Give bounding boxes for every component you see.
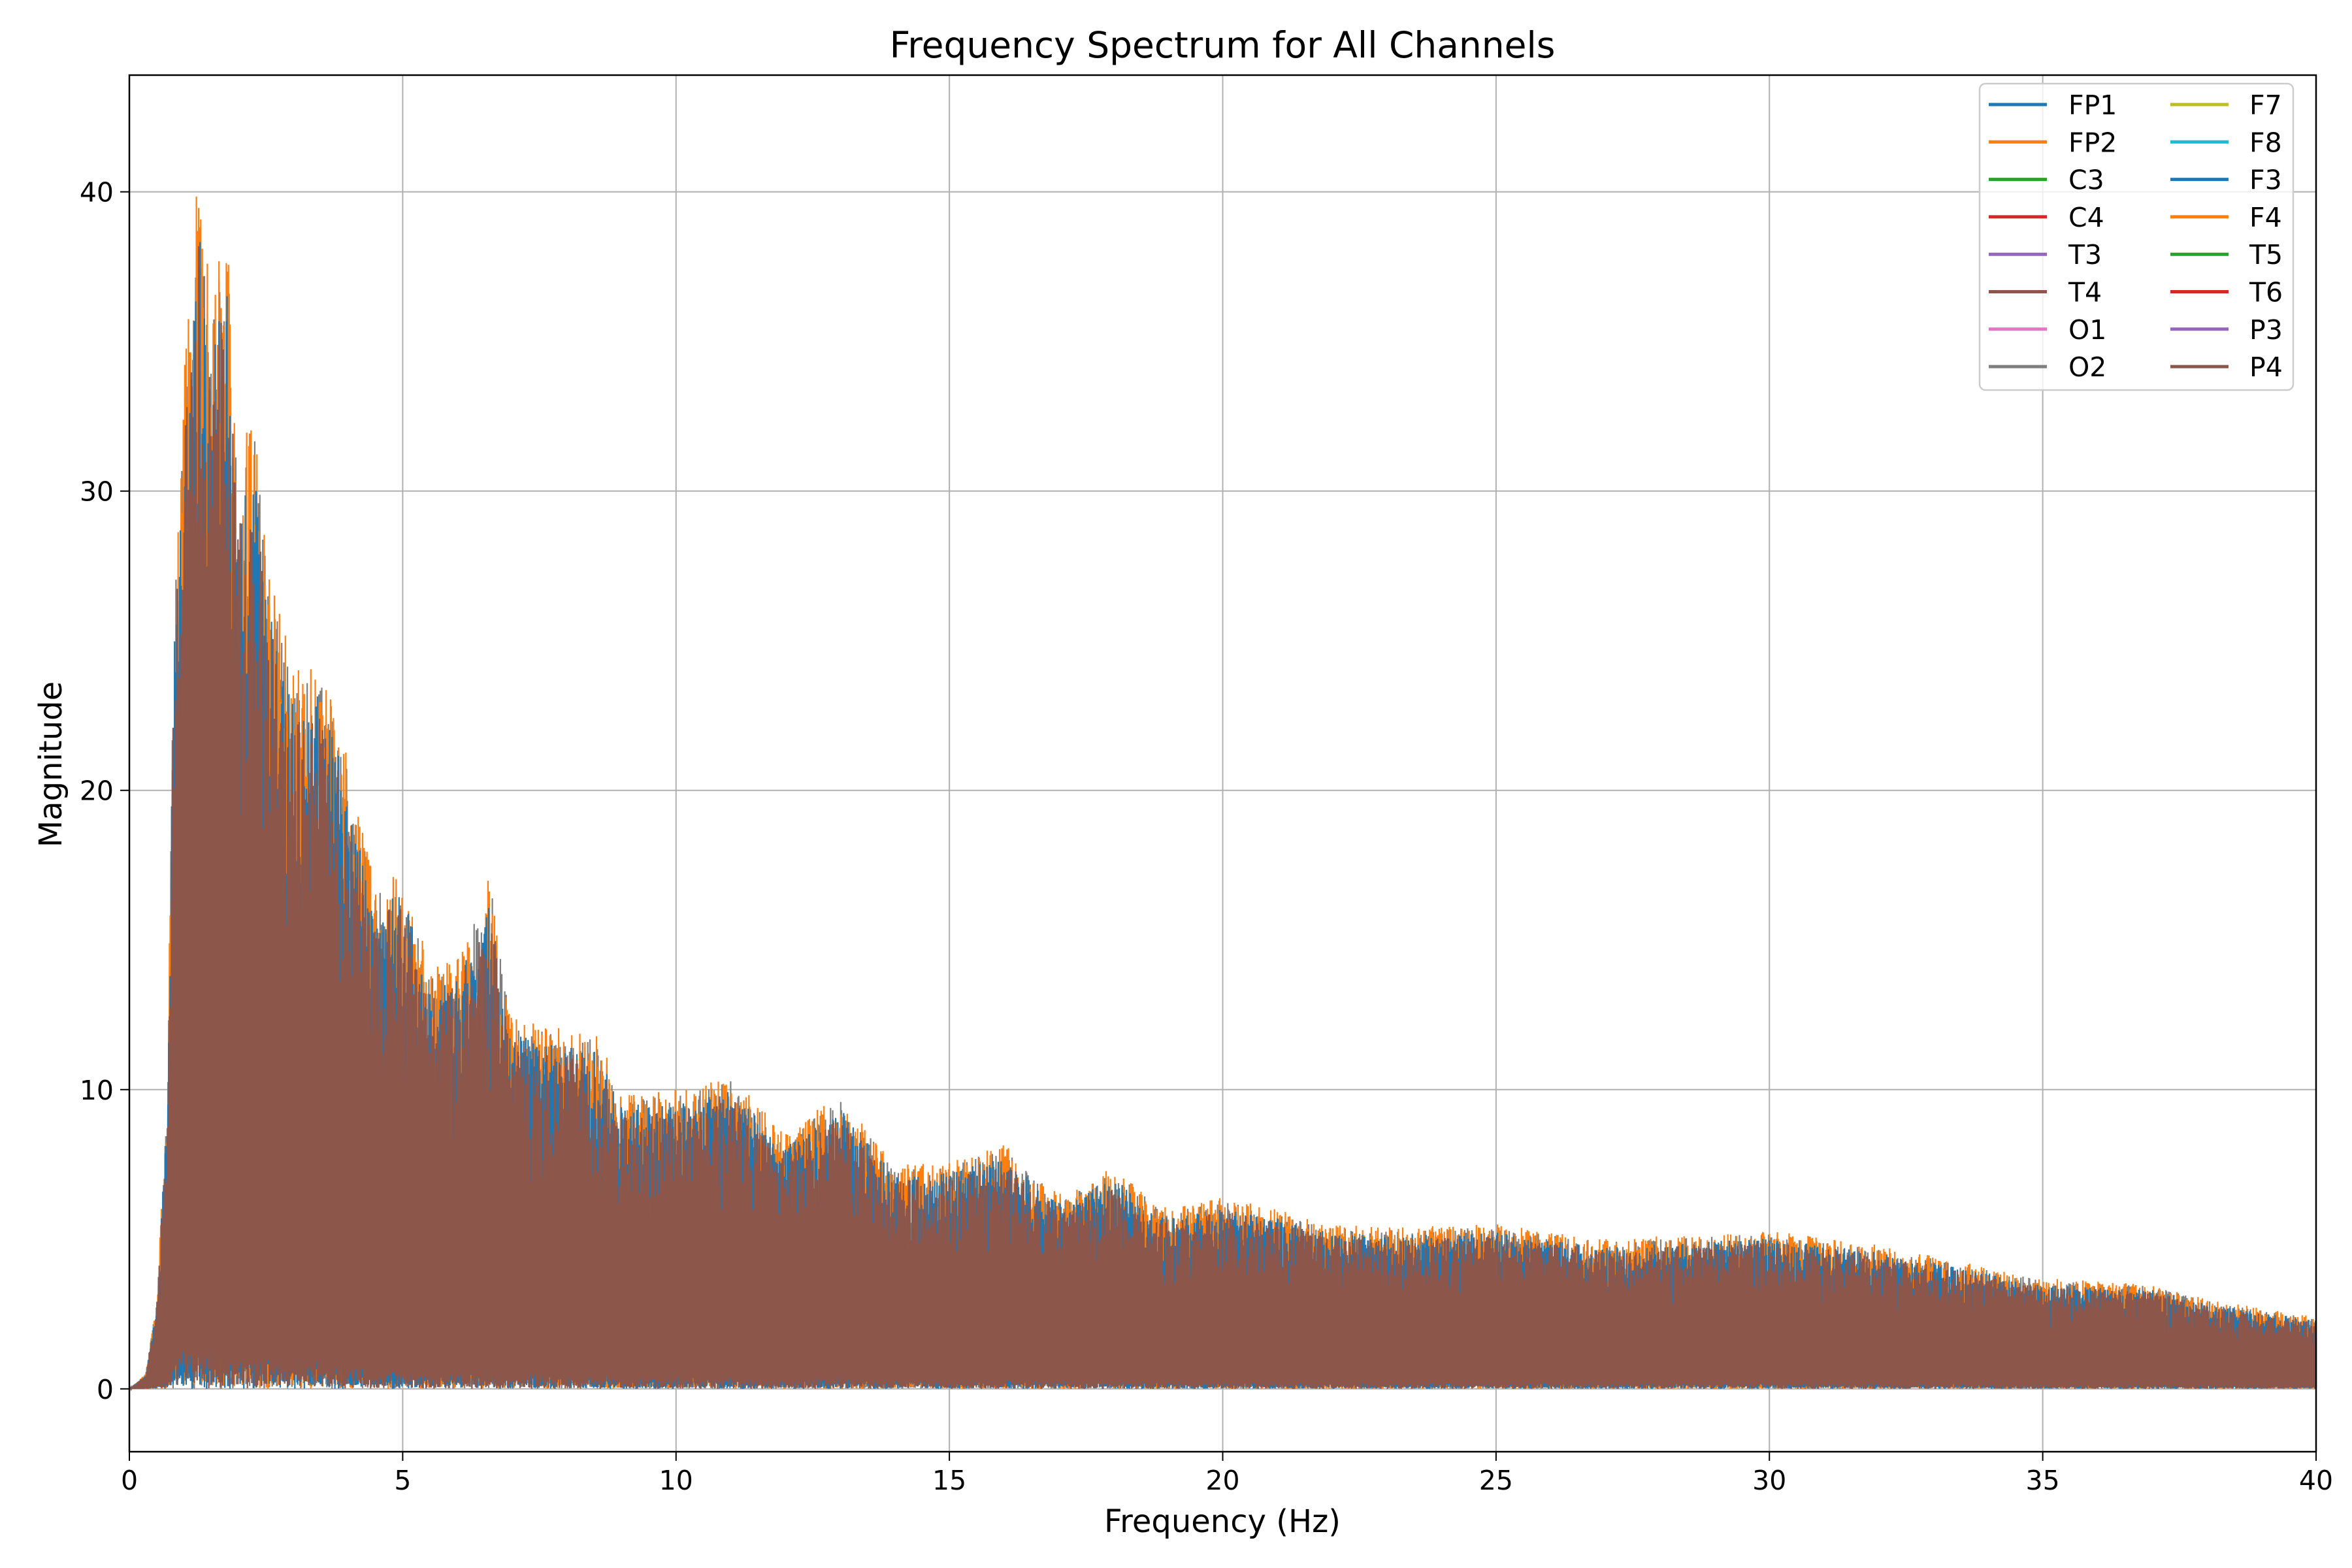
- y-tick-label: 30: [80, 476, 114, 508]
- legend: FP1 FP2 C3 C4 T3 T4 O1 O2 F7 F8 F3 F4 T5 T6 P3 P4: [1978, 82, 2295, 391]
- legend-entry-c3: C3: [1989, 165, 2104, 196]
- legend-label: F4: [2249, 202, 2282, 233]
- x-axis-ticks: 0 5 10 15 20 25 30 35 40: [121, 1452, 2333, 1496]
- legend-entry-f4: F4: [2170, 202, 2282, 233]
- x-tick-label: 40: [2299, 1465, 2333, 1496]
- x-tick-label: 0: [121, 1465, 138, 1496]
- x-tick-label: 30: [1752, 1465, 1786, 1496]
- x-tick-label: 25: [1479, 1465, 1513, 1496]
- legend-label: T5: [2249, 239, 2283, 270]
- x-tick-label: 20: [1205, 1465, 1239, 1496]
- y-tick-label: 40: [80, 177, 114, 208]
- legend-label: FP1: [2068, 90, 2117, 121]
- legend-entry-t4: T4: [1989, 277, 2102, 308]
- legend-label: O1: [2068, 314, 2106, 346]
- legend-entry-f8: F8: [2170, 127, 2282, 158]
- legend-label: T3: [2068, 239, 2102, 270]
- legend-entry-t3: T3: [1989, 239, 2102, 270]
- y-tick-label: 10: [80, 1075, 114, 1106]
- legend-entry-fp1: FP1: [1989, 90, 2117, 121]
- y-axis-label: Magnitude: [33, 681, 69, 847]
- legend-label: P3: [2249, 314, 2283, 346]
- spectrum-traces: [129, 196, 2317, 1392]
- y-tick-label: 20: [80, 776, 114, 807]
- y-axis-ticks: 0 10 20 30 40: [80, 177, 129, 1405]
- legend-entry-o2: O2: [1989, 351, 2106, 383]
- y-tick-label: 0: [97, 1374, 114, 1405]
- legend-label: T4: [2068, 277, 2102, 308]
- x-tick-label: 15: [932, 1465, 966, 1496]
- legend-entry-t6: T6: [2170, 277, 2283, 308]
- x-tick-label: 5: [394, 1465, 411, 1496]
- legend-entry-o1: O1: [1989, 314, 2106, 346]
- legend-label: F7: [2249, 90, 2282, 121]
- legend-label: C3: [2068, 165, 2104, 196]
- legend-entry-fp2: FP2: [1989, 127, 2117, 158]
- legend-box: [1978, 82, 2295, 391]
- spectrum-line-P4: [129, 246, 2317, 1392]
- legend-entry-f3: F3: [2170, 165, 2282, 196]
- legend-label: O2: [2068, 351, 2106, 383]
- legend-entry-c4: C4: [1989, 202, 2104, 233]
- x-tick-label: 10: [659, 1465, 693, 1496]
- x-axis-label: Frequency (Hz): [1104, 1503, 1341, 1540]
- legend-entry-p3: P3: [2170, 314, 2283, 346]
- legend-entry-f7: F7: [2170, 90, 2282, 121]
- legend-label: F8: [2249, 127, 2282, 158]
- legend-label: F3: [2249, 165, 2282, 196]
- legend-label: T6: [2249, 277, 2283, 308]
- legend-label: C4: [2068, 202, 2104, 233]
- chart-title: Frequency Spectrum for All Channels: [890, 24, 1556, 66]
- legend-label: P4: [2249, 351, 2283, 383]
- legend-label: FP2: [2068, 127, 2117, 158]
- legend-entry-t5: T5: [2170, 239, 2283, 270]
- legend-entry-p4: P4: [2170, 351, 2283, 383]
- x-tick-label: 35: [2026, 1465, 2060, 1496]
